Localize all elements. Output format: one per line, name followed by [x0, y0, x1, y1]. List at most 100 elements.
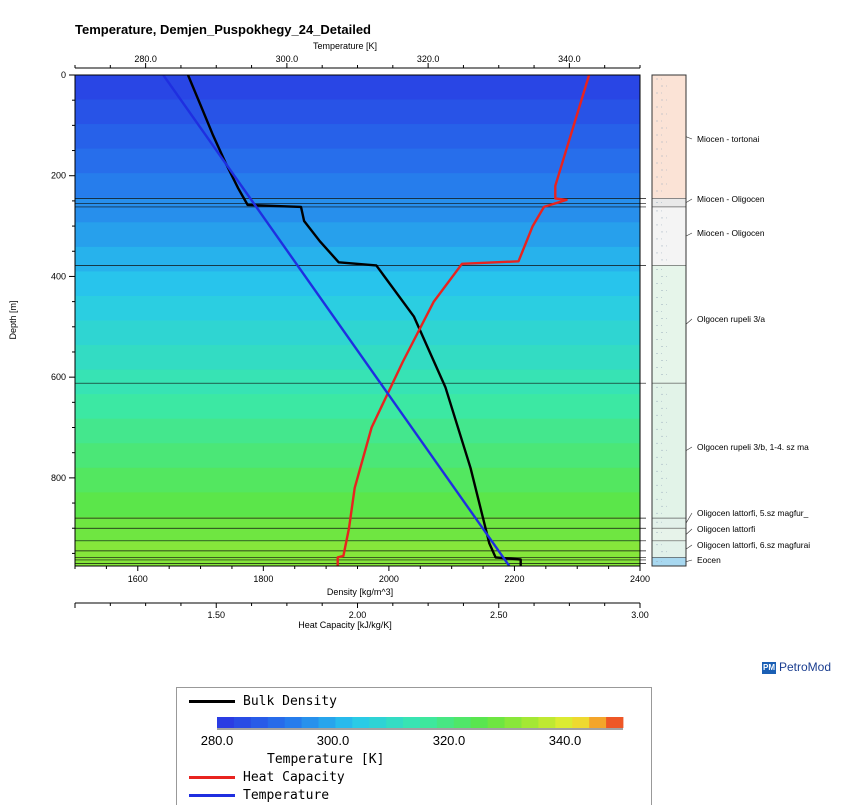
temperature-axis: 280.0 300.0 320.0 340.0: [74, 54, 641, 69]
colorbar-tick-label: 320.0: [433, 733, 466, 748]
colorbar-cell: [555, 717, 573, 728]
density-tick-label: 2400: [630, 574, 650, 584]
lithology-label: Eocen: [697, 555, 721, 565]
legend-swatch-temperature: [189, 794, 235, 797]
lithology-leader: [685, 446, 693, 451]
legend-item-temperature: Temperature: [189, 788, 329, 804]
density-tick-label: 1600: [128, 574, 148, 584]
lithology-layer: [651, 527, 687, 542]
temperature-band: [75, 541, 640, 566]
temperature-band: [75, 148, 640, 174]
colorbar-cell: [606, 717, 624, 728]
colorbar-cell: [386, 717, 404, 728]
colorbar-cell: [470, 717, 489, 728]
colorbar-tick-label: 300.0: [317, 733, 350, 748]
temperature-band: [75, 516, 640, 543]
legend-label-heat-capacity: Heat Capacity: [243, 770, 345, 785]
colorbar-cell: [233, 717, 252, 728]
temperature-band: [75, 246, 640, 272]
colorbar-cell: [572, 717, 590, 728]
temperature-band: [75, 197, 640, 223]
lithology-frame: [651, 74, 687, 567]
legend-swatch-heat-capacity: [189, 776, 235, 779]
temperature-band: [75, 492, 640, 518]
temperature-band: [75, 99, 640, 125]
colorbar-cell: [538, 717, 556, 728]
legend-label-bulk-density: Bulk Density: [243, 694, 337, 709]
lithology-leader: [685, 512, 693, 524]
lithology-layer: [651, 382, 687, 519]
lithology-label: Miocen - tortonai: [697, 134, 760, 144]
legend-colorbar: 280.0 300.0 320.0 340.0: [201, 717, 624, 748]
colorbar-cell: [352, 717, 370, 728]
petromod-brand: PM PetroMod: [762, 660, 831, 674]
temperature-tick-label: 340.0: [558, 54, 581, 64]
depth-tick-label: 800: [51, 473, 66, 483]
colorbar-cell: [301, 717, 319, 728]
temperature-tick-label: 320.0: [417, 54, 440, 64]
colorbar-cell: [250, 717, 269, 728]
lithology-label: Olgocen rupeli 3/a: [697, 314, 765, 324]
series-line-temperature: [162, 75, 511, 566]
colorbar-cell: [335, 717, 353, 728]
temperature-band: [75, 394, 640, 420]
heat-capacity-axis-label: Heat Capacity [kJ/kg/K]: [298, 620, 392, 630]
colorbar-cell: [521, 717, 539, 728]
heat-capacity-axis: 1.50 2.00 2.50 3.00: [74, 602, 649, 620]
heat-capacity-tick-label: 1.50: [207, 610, 225, 620]
temperature-band: [75, 320, 640, 346]
lithology-layer: [651, 517, 687, 529]
petromod-logo-icon: PM: [762, 661, 776, 674]
petromod-name: PetroMod: [779, 660, 832, 674]
colorbar-cell: [284, 717, 302, 728]
series-line-heat-capacity: [336, 75, 591, 566]
density-axis: 1600 1800 2000 2200 2400: [74, 566, 650, 584]
depth-tick-label: 0: [61, 70, 66, 80]
depth-axis: 0 200 400 600 800: [51, 70, 75, 554]
lithology-leader: [685, 528, 693, 535]
colorbar-cell: [403, 717, 421, 728]
legend-swatch-bulk-density: [189, 700, 235, 703]
temperature-background-bands: [75, 75, 640, 566]
colorbar-tick-label: 340.0: [549, 733, 582, 748]
lithology-leader: [685, 318, 693, 325]
colorbar-cell: [318, 717, 336, 728]
density-tick-label: 1800: [253, 574, 273, 584]
temperature-band: [75, 443, 640, 469]
lithology-leader: [685, 136, 693, 140]
temperature-band: [75, 418, 640, 444]
temperature-band: [75, 295, 640, 322]
lithology-layer: [651, 540, 687, 558]
legend: Bulk Density 280.0 300.0 320.0 340.0 Temper…: [176, 687, 652, 805]
colorbar-cell: [436, 717, 455, 728]
lithology-label: Oligocen lattorfi: [697, 524, 755, 534]
colorbar-cell: [217, 717, 235, 728]
colorbar-cell: [589, 717, 607, 728]
lithology-leader: [685, 198, 693, 203]
temperature-band: [75, 75, 640, 101]
density-tick-label: 2200: [504, 574, 524, 584]
depth-axis-label: Depth [m]: [8, 300, 18, 339]
colorbar-tick-label: 280.0: [201, 733, 234, 748]
temperature-axis-label: Temperature [K]: [313, 41, 377, 51]
depth-tick-label: 200: [51, 171, 66, 181]
lithology-leader: [685, 559, 693, 563]
lithology-panel: [651, 74, 687, 567]
series-line-bulk-density: [186, 75, 522, 566]
density-tick-label: 2000: [379, 574, 399, 584]
chart-title: Temperature, Demjen_Puspokhegy_24_Detail…: [75, 22, 371, 37]
heat-capacity-tick-label: 2.00: [349, 610, 367, 620]
colorbar-cell: [369, 717, 387, 728]
density-axis-label: Density [kg/m^3]: [327, 587, 393, 597]
lithology-labels: Miocen - tortonai Miocen - Oligocen Miocen…: [685, 134, 810, 565]
lithology-layer: [651, 74, 687, 199]
lithology-layer: [651, 265, 687, 384]
lithology-layer: [651, 198, 687, 208]
legend-item-bulk-density: Bulk Density: [189, 694, 337, 710]
temperature-band: [75, 222, 640, 248]
lithology-layer: [651, 557, 687, 567]
colorbar-cell: [267, 717, 286, 728]
temperature-tick-label: 280.0: [134, 54, 157, 64]
legend-label-temperature: Temperature: [243, 788, 330, 803]
